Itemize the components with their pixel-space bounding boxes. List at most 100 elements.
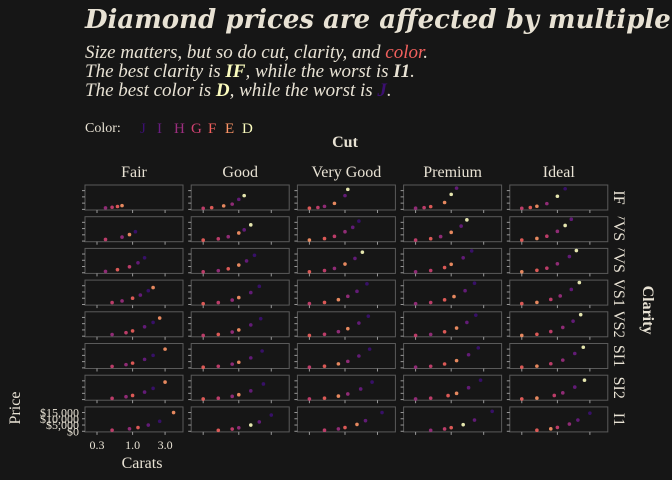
panel	[403, 406, 503, 433]
point	[110, 364, 114, 369]
point	[171, 410, 176, 415]
panel	[509, 406, 609, 433]
point	[257, 420, 262, 424]
row-label: VS2	[610, 310, 627, 338]
point	[413, 206, 418, 210]
point	[558, 294, 563, 298]
point	[469, 249, 474, 253]
point	[535, 300, 539, 305]
point	[142, 255, 147, 260]
subtitle: The best clarity is IF, while the worst …	[85, 61, 415, 82]
row-strip: SI2	[610, 377, 627, 399]
point	[110, 396, 114, 401]
point	[307, 238, 312, 242]
point	[413, 270, 418, 274]
panel	[190, 216, 290, 243]
point	[216, 268, 221, 273]
point	[548, 297, 553, 302]
point	[346, 392, 350, 396]
point	[261, 382, 266, 386]
point	[466, 352, 471, 357]
point	[201, 301, 205, 306]
point	[322, 204, 327, 209]
point	[346, 294, 350, 299]
row-strip: VS1	[610, 278, 627, 306]
panel	[84, 406, 184, 433]
point	[201, 270, 205, 274]
point	[157, 316, 162, 320]
legend-item: H	[174, 121, 185, 137]
point	[236, 197, 241, 202]
point	[357, 219, 361, 223]
point	[103, 206, 108, 210]
point	[115, 204, 120, 209]
point	[535, 364, 539, 368]
point	[201, 397, 205, 401]
point	[358, 387, 363, 391]
panel	[296, 343, 396, 369]
point	[136, 260, 140, 265]
point	[151, 386, 155, 391]
point	[428, 428, 433, 433]
panel	[509, 374, 609, 401]
point	[413, 333, 418, 338]
point	[548, 427, 553, 431]
point	[201, 238, 205, 242]
point	[519, 333, 524, 338]
point	[438, 234, 443, 239]
point	[442, 298, 447, 302]
point	[260, 349, 264, 353]
panel	[190, 311, 290, 338]
point	[350, 225, 355, 230]
point	[454, 391, 459, 396]
legend-item: E	[225, 121, 234, 137]
y-tick-label: $10,000	[40, 412, 79, 426]
point	[307, 333, 312, 338]
point	[124, 394, 128, 399]
y-axis-title: Price	[7, 392, 24, 425]
point	[201, 365, 205, 369]
point	[357, 354, 361, 358]
point	[307, 269, 312, 274]
panel	[190, 247, 290, 274]
point	[449, 192, 453, 197]
point	[449, 230, 453, 235]
point	[519, 301, 524, 306]
point	[465, 218, 469, 222]
row-strip: SI1	[610, 345, 627, 367]
point	[124, 330, 128, 335]
panel	[509, 279, 609, 306]
point	[519, 365, 524, 369]
point	[322, 396, 327, 400]
point	[236, 425, 241, 430]
point	[476, 346, 481, 350]
point	[336, 362, 341, 366]
panel	[403, 343, 503, 369]
row-label: SI1	[610, 345, 627, 367]
point	[545, 201, 549, 206]
legend-title: Color:	[85, 121, 121, 136]
point	[258, 316, 263, 321]
row-strip: IF	[610, 190, 627, 204]
point	[465, 320, 469, 325]
point	[567, 254, 572, 259]
panel	[509, 311, 609, 338]
point	[103, 269, 108, 274]
point	[332, 234, 337, 239]
column-label: Ideal	[543, 164, 576, 181]
panel	[190, 406, 290, 433]
point	[535, 428, 539, 433]
row-label: VS1	[610, 278, 627, 306]
point	[216, 237, 221, 241]
point	[157, 419, 162, 424]
point	[322, 428, 327, 433]
point	[363, 418, 368, 423]
point	[230, 362, 234, 366]
point	[490, 409, 494, 414]
column-label: Premium	[423, 164, 482, 181]
point	[367, 347, 372, 351]
x-axis-title: Carats	[122, 455, 163, 472]
point	[545, 266, 549, 270]
point	[519, 269, 524, 274]
point	[574, 248, 579, 253]
